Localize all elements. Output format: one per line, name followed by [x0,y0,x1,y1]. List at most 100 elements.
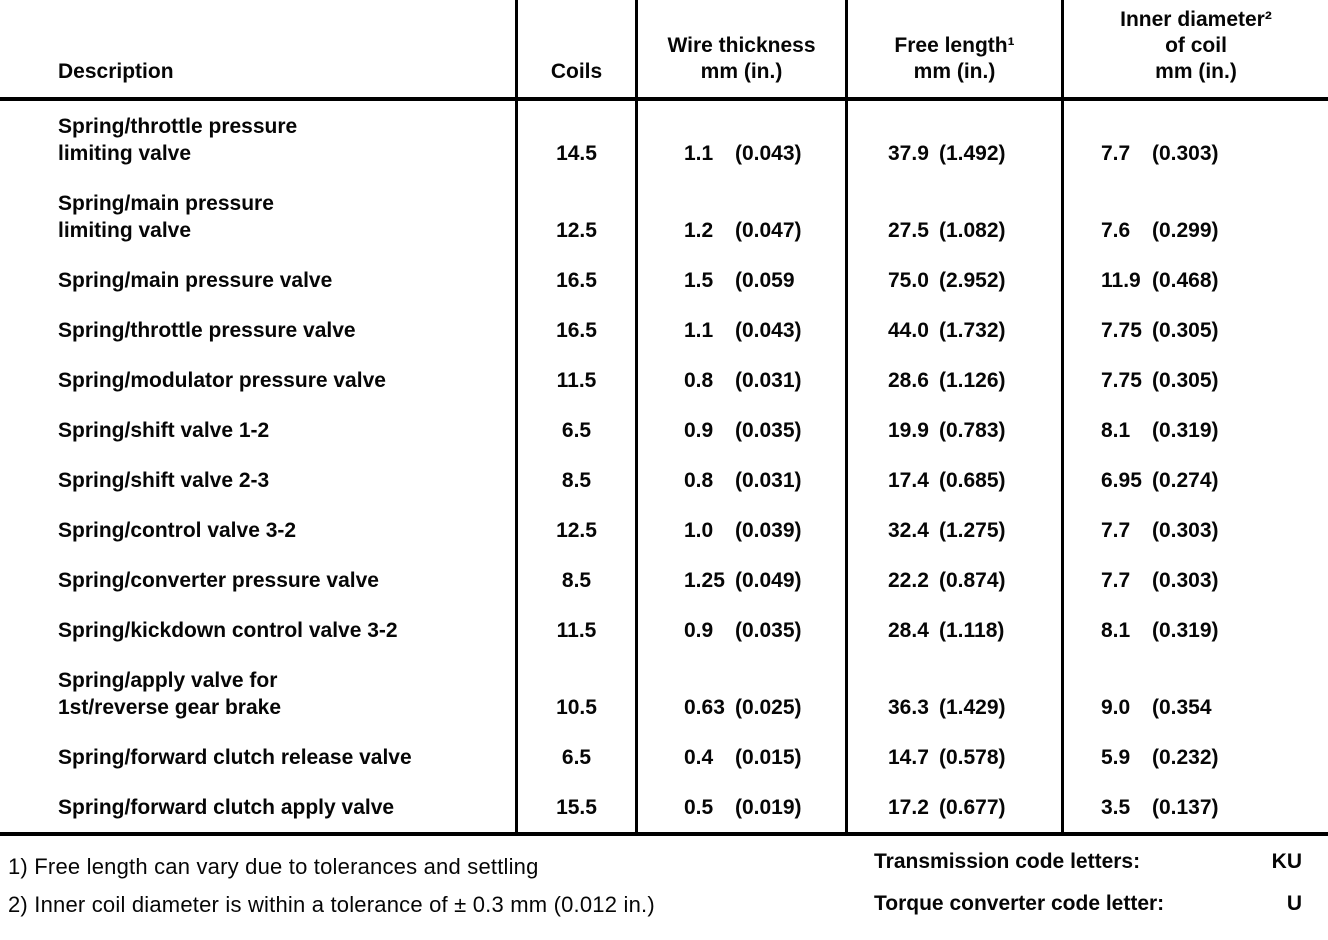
cell-inner-diameter: 3.5 (0.137) [1064,782,1328,832]
free-mm-value: 37.9 [888,142,929,165]
wire-in-value: (0.035) [735,619,802,642]
wire-mm-value: 0.8 [684,369,714,392]
cell-inner-diameter: 7.7 (0.303) [1064,555,1328,605]
free-in-value: (1.275) [939,519,1006,542]
inner-in-value: (0.305) [1152,319,1219,342]
cell-description: Spring/control valve 3-2 [0,505,518,555]
inner-in-value: (0.232) [1152,746,1219,769]
wire-mm-value: 1.0 [684,519,714,542]
cell-inner-diameter: 9.0 (0.354 [1064,655,1328,732]
cell-coils: 15.5 [518,782,638,832]
cell-description: Spring/forward clutch apply valve [0,782,518,832]
table-row: Spring/shift valve 2-3 8.5 0.8 (0.031) 17… [0,455,1328,505]
table-row: Spring/main pressure valve 16.5 1.5 (0.05… [0,255,1328,305]
wire-mm-value: 0.5 [684,796,714,819]
cell-free-length: 14.7 (0.578) [848,732,1064,782]
table-row: Spring/main pressure limiting valve 12.5… [0,178,1328,255]
transmission-code-line: Transmission code letters: KU [874,850,1302,874]
cell-free-length: 44.0 (1.732) [848,305,1064,355]
cell-description: Spring/shift valve 2-3 [0,455,518,505]
cell-free-length: 75.0 (2.952) [848,255,1064,305]
cell-description: Spring/throttle pressure valve [0,305,518,355]
cell-coils: 12.5 [518,505,638,555]
wire-in-value: (0.043) [735,142,802,165]
wire-mm-value: 0.4 [684,746,714,769]
cell-coils: 8.5 [518,455,638,505]
free-in-value: (0.677) [939,796,1006,819]
free-in-value: (1.118) [939,619,1005,642]
cell-inner-diameter: 7.75 (0.305) [1064,305,1328,355]
wire-in-value: (0.047) [735,219,802,242]
page-footer: 1) Free length can vary due to tolerance… [0,836,1328,934]
cell-inner-diameter: 11.9 (0.468) [1064,255,1328,305]
table-row: Spring/kickdown control valve 3-2 11.5 0… [0,605,1328,655]
free-in-value: (1.492) [939,142,1006,165]
cell-coils: 16.5 [518,255,638,305]
wire-in-value: (0.015) [735,746,802,769]
inner-in-value: (0.303) [1152,142,1219,165]
cell-wire-thickness: 0.5 (0.019) [638,782,848,832]
wire-in-value: (0.035) [735,419,802,442]
free-mm-value: 22.2 [888,569,929,592]
torque-converter-code-value: U [1286,892,1302,915]
cell-inner-diameter: 8.1 (0.319) [1064,605,1328,655]
free-in-value: (0.874) [939,569,1006,592]
wire-in-value: (0.025) [735,696,802,719]
table-row: Spring/throttle pressure limiting valve … [0,101,1328,178]
free-in-value: (1.126) [939,369,1006,392]
cell-inner-diameter: 8.1 (0.319) [1064,405,1328,455]
cell-free-length: 37.9 (1.492) [848,101,1064,178]
inner-in-value: (0.319) [1152,619,1219,642]
inner-in-value: (0.274) [1152,469,1219,492]
inner-in-value: (0.319) [1152,419,1219,442]
cell-wire-thickness: 1.0 (0.039) [638,505,848,555]
table-row: Spring/shift valve 1-2 6.5 0.9 (0.035) 19… [0,405,1328,455]
inner-mm-value: 7.7 [1101,569,1131,592]
cell-coils: 6.5 [518,405,638,455]
header-inner-diameter: Inner diameter² of coil mm (in.) [1120,8,1272,83]
cell-free-length: 17.4 (0.685) [848,455,1064,505]
wire-mm-value: 0.63 [684,696,725,719]
free-mm-value: 27.5 [888,219,929,242]
wire-in-value: (0.043) [735,319,802,342]
cell-free-length: 28.4 (1.118) [848,605,1064,655]
header-description: Description [0,0,518,97]
inner-mm-value: 7.75 [1101,369,1142,392]
free-mm-value: 17.4 [888,469,929,492]
table-row: Spring/forward clutch release valve 6.5 … [0,732,1328,782]
inner-in-value: (0.305) [1152,369,1219,392]
cell-inner-diameter: 7.7 (0.303) [1064,505,1328,555]
cell-description: Spring/throttle pressure limiting valve [0,101,518,178]
free-mm-value: 28.4 [888,619,929,642]
cell-wire-thickness: 0.9 (0.035) [638,405,848,455]
cell-coils: 12.5 [518,178,638,255]
code-letters: Transmission code letters: KU Torque con… [874,848,1302,934]
cell-free-length: 22.2 (0.874) [848,555,1064,605]
cell-description: Spring/apply valve for 1st/reverse gear … [0,655,518,732]
cell-description: Spring/shift valve 1-2 [0,405,518,455]
cell-wire-thickness: 0.4 (0.015) [638,732,848,782]
free-in-value: (1.082) [939,219,1006,242]
inner-in-value: (0.354 [1152,696,1212,719]
cell-coils: 16.5 [518,305,638,355]
free-in-value: (0.578) [939,746,1006,769]
wire-in-value: (0.031) [735,369,802,392]
cell-wire-thickness: 1.5 (0.059 [638,255,848,305]
torque-converter-code-label: Torque converter code letter: [874,892,1165,915]
cell-inner-diameter: 6.95 (0.274) [1064,455,1328,505]
table-row: Spring/control valve 3-2 12.5 1.0 (0.039)… [0,505,1328,555]
cell-inner-diameter: 5.9 (0.232) [1064,732,1328,782]
table-row: Spring/modulator pressure valve 11.5 0.8… [0,355,1328,405]
inner-mm-value: 3.5 [1101,796,1131,819]
spring-spec-table: Description Coils Wire thickness mm (in.… [0,0,1328,836]
inner-mm-value: 9.0 [1101,696,1131,719]
inner-mm-value: 5.9 [1101,746,1131,769]
inner-mm-value: 7.7 [1101,142,1131,165]
free-mm-value: 28.6 [888,369,929,392]
cell-free-length: 32.4 (1.275) [848,505,1064,555]
inner-in-value: (0.303) [1152,519,1219,542]
free-mm-value: 36.3 [888,696,929,719]
cell-coils: 6.5 [518,732,638,782]
free-in-value: (1.429) [939,696,1006,719]
